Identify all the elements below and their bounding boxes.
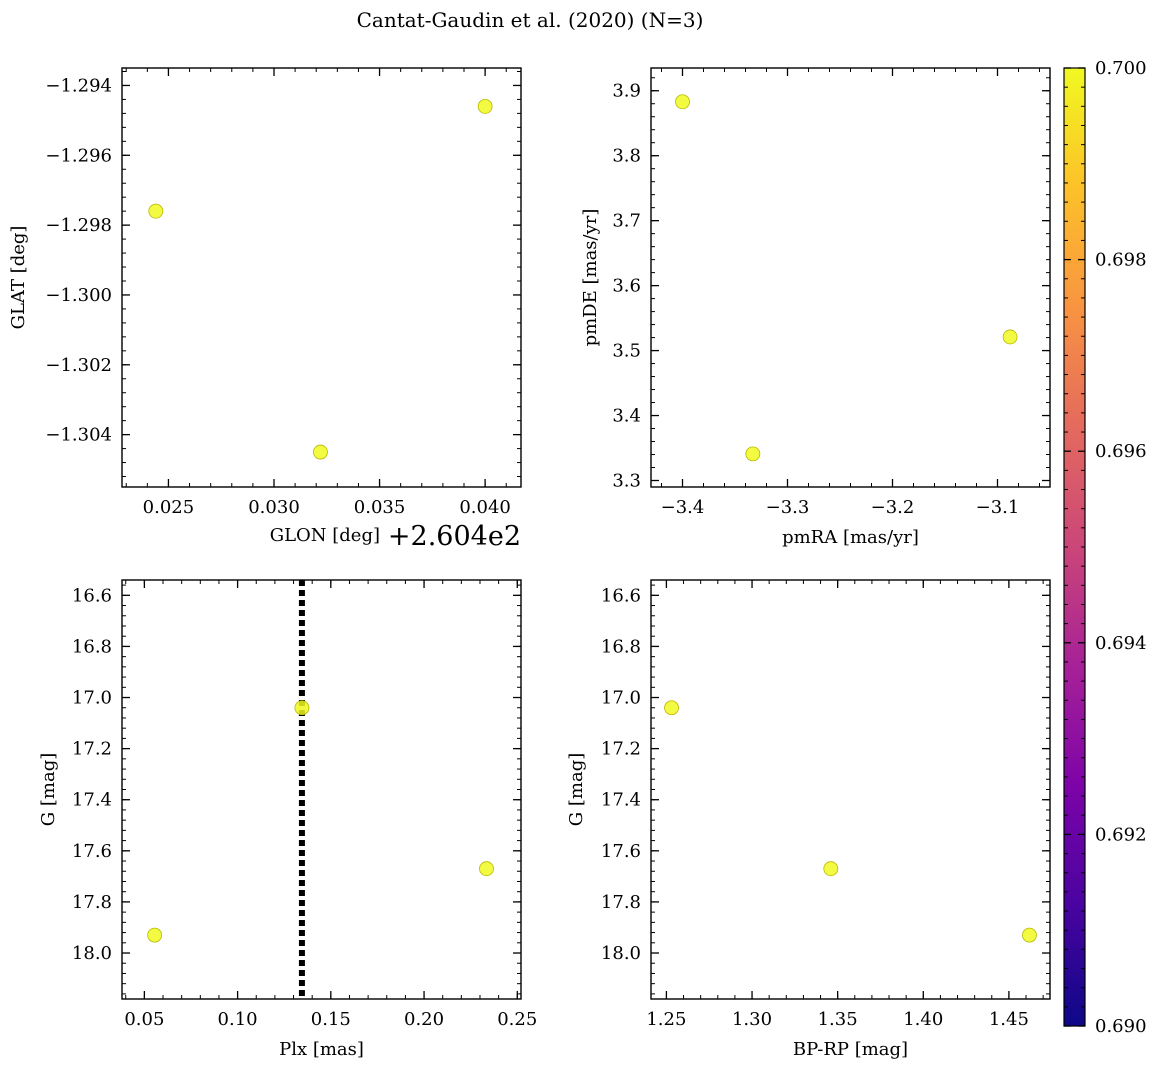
y-tick-label: 16.8 [601,636,641,657]
y-tick-label: 18.0 [72,943,112,964]
x-axis-label: Plx [mas] [279,1039,364,1060]
x-offset-label: +2.604e2 [388,521,521,552]
y-axis-label: G [mag] [566,753,587,826]
y-tick-label: 17.2 [601,739,641,760]
data-point [823,861,839,877]
panel-bprp-g: 1.25 1.30 1.35 1.40 1.45 16.6 16.8 17.0 17.2 17.4… [566,579,1051,1060]
data-point [1022,927,1037,943]
x-tick-label: 1.30 [732,1009,772,1030]
y-tick-label: −1.300 [45,285,112,306]
y-tick-label: 3.9 [612,81,641,102]
data-point [745,446,761,462]
data-point [1002,329,1018,345]
panel-glon-glat: 0.025 0.030 0.035 0.040 −1.294 −1.296 −1.298 −1… [8,67,522,552]
x-axis-label: pmRA [mas/yr] [782,527,919,548]
y-tick-label: −1.302 [45,355,112,376]
y-tick-label: −1.304 [45,425,112,446]
y-tick-label: 17.6 [601,841,641,862]
y-tick-label: 3.4 [612,406,641,427]
x-tick-label: 1.35 [818,1009,858,1030]
y-tick-label: 17.6 [72,841,112,862]
x-tick-label: 1.40 [903,1009,943,1030]
x-tick-label: 0.20 [404,1009,444,1030]
y-tick-label: 3.6 [612,276,641,297]
data-point [313,444,328,460]
colorbar-tick-label: 0.692 [1095,824,1147,845]
data-point [477,99,493,114]
y-tick-label: −1.294 [45,75,112,96]
x-tick-label: 0.15 [311,1009,351,1030]
data-point [479,861,494,877]
x-tick-label: 0.025 [143,497,195,518]
axes-frame [650,67,1051,488]
x-tick-label: 0.25 [497,1009,537,1030]
y-tick-label: 17.4 [601,790,641,811]
x-axis-label: BP-RP [mag] [793,1039,908,1060]
y-tick-label: 17.4 [72,790,112,811]
axes-frame [650,579,1051,1000]
y-tick-label: −1.296 [45,145,112,166]
y-tick-label: 16.8 [72,636,112,657]
x-tick-label: 0.05 [124,1009,164,1030]
y-tick-label: 16.6 [72,585,112,606]
colorbar-tick-label: 0.696 [1095,441,1147,462]
y-tick-label: 17.8 [72,892,112,913]
panel-plx-g: 0.05 0.10 0.15 0.20 0.25 16.6 16.8 17.0 17.2 17.4… [38,579,537,1060]
x-tick-label: −3.1 [976,497,1020,518]
x-tick-label: −3.4 [661,497,705,518]
figure-title: Cantat-Gaudin et al. (2020) (N=3) [357,8,704,32]
colorbar-tick-label: 0.694 [1095,633,1147,654]
y-tick-label: 3.5 [612,341,641,362]
y-axis-label: pmDE [mas/yr] [580,209,601,347]
panel-pmra-pmde: −3.4 −3.3 −3.2 −3.1 3.3 3.4 3.5 3.6 3.7 3.8 3.9 pmR… [580,67,1051,548]
x-axis-label: GLON [deg] [270,525,380,546]
x-tick-label: 0.030 [248,497,300,518]
colorbar-tick-label: 0.698 [1095,250,1147,271]
y-tick-label: 3.3 [612,471,641,492]
x-tick-label: 0.10 [218,1009,258,1030]
data-point [148,203,164,219]
x-tick-label: 0.035 [354,497,406,518]
axes-frame [121,579,522,1000]
y-tick-label: 17.8 [601,892,641,913]
y-tick-label: 18.0 [601,943,641,964]
y-tick-label: 16.6 [601,585,641,606]
x-tick-label: −3.3 [766,497,810,518]
data-point [664,700,679,716]
y-tick-label: 17.0 [601,688,641,709]
x-tick-label: 1.25 [646,1009,686,1030]
y-axis-label: G [mag] [38,753,59,826]
y-tick-label: 3.8 [612,146,641,167]
data-point [294,700,310,716]
y-axis-label: GLAT [deg] [8,226,29,330]
axes-frame [121,67,522,488]
y-tick-label: −1.298 [45,215,112,236]
colorbar-tick-label: 0.690 [1095,1016,1147,1037]
colorbar: 0.700 0.698 0.696 0.694 0.692 0.690 [1063,58,1147,1037]
y-tick-label: 3.7 [612,211,641,232]
x-tick-label: 0.040 [459,497,511,518]
colorbar-tick-label: 0.700 [1095,58,1147,79]
y-tick-label: 17.2 [72,739,112,760]
x-tick-label: −3.2 [871,497,915,518]
x-tick-label: 1.45 [989,1009,1029,1030]
y-tick-label: 17.0 [72,688,112,709]
data-point [147,927,163,943]
data-point [675,94,690,110]
